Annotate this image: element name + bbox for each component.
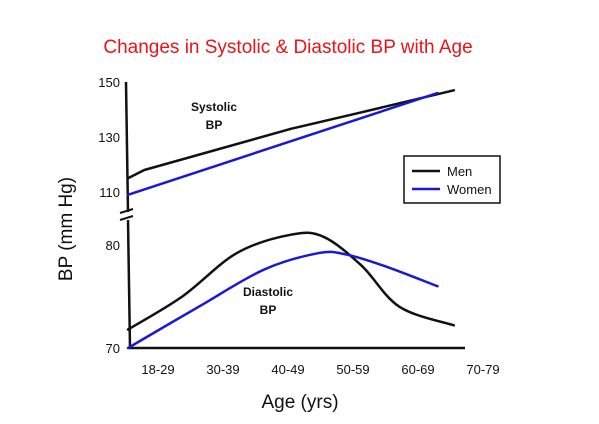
y-tick-label: 70 (106, 341, 120, 356)
series-lines (126, 89, 456, 350)
x-axis-label: Age (yrs) (261, 392, 338, 413)
x-tick-label: 40-49 (271, 362, 304, 377)
legend-label-women: Women (447, 182, 492, 197)
x-tick-labels: 18-29 30-39 40-49 50-59 60-69 70-79 (141, 362, 499, 377)
x-tick-label: 50-59 (336, 362, 369, 377)
diastolic-label-bp: BP (260, 303, 277, 317)
x-tick-label: 60-69 (401, 362, 434, 377)
chart-title: Changes in Systolic & Diastolic BP with … (103, 37, 472, 58)
y-tick-label: 110 (99, 185, 120, 200)
systolic-label: Systolic (191, 100, 237, 114)
diastolic-label: Diastolic (243, 285, 293, 299)
y-axis-label: BP (mm Hg) (56, 177, 77, 281)
systolic-label-bp: BP (206, 118, 223, 132)
y-tick-label: 130 (98, 130, 120, 145)
y-axis-upper (124, 81, 130, 213)
x-tick-label: 18-29 (141, 362, 174, 377)
series-line-systolic-men (126, 89, 456, 180)
y-tick-label: 80 (106, 238, 120, 253)
series-line-diastolic-men (126, 231, 456, 331)
axes (119, 81, 465, 350)
axis-break-mark-2 (119, 215, 134, 221)
x-tick-label: 30-39 (206, 362, 239, 377)
axis-break-mark-1 (119, 208, 134, 214)
y-axis-lower (126, 219, 132, 349)
series-line-diastolic-women (126, 250, 439, 350)
series-line-systolic-women (126, 91, 439, 197)
y-tick-labels: 110 130 150 70 80 (98, 75, 120, 356)
legend-box (403, 155, 501, 204)
legend-label-men: Men (447, 164, 472, 179)
y-tick-label: 150 (98, 75, 120, 90)
legend: Men Women (403, 155, 501, 204)
x-tick-label: 70-79 (466, 362, 499, 377)
